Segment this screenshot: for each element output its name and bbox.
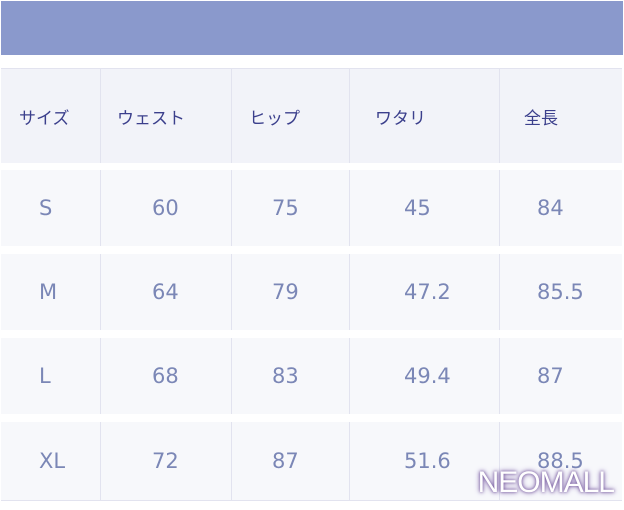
cell-length: 84 [537, 196, 564, 220]
cell-thigh: 51.6 [350, 422, 500, 500]
header-length: 全長 [524, 108, 558, 129]
cell-hip: 79 [232, 254, 350, 330]
cell-waist: 60 [101, 170, 232, 246]
cell-hip: 83 [232, 338, 350, 414]
cell-length: 85.5 [537, 280, 584, 304]
watermark-logo: NEOMALL [477, 466, 615, 499]
header-waist: ウェスト [101, 69, 232, 163]
header-hip: ヒップ [232, 69, 350, 163]
header-thigh: ワタリ [350, 69, 500, 163]
table-row: M 64 79 47.2 85.5 [1, 254, 622, 330]
cell-hip: 75 [232, 170, 350, 246]
size-table: サイズ ウェスト ヒップ ワタリ 全長 S 60 75 45 84 M 64 7… [1, 68, 622, 501]
header-size: サイズ [1, 69, 101, 163]
cell-hip: 87 [232, 422, 350, 500]
cell-size: L [1, 338, 101, 414]
table-row: L 68 83 49.4 87 [1, 338, 622, 414]
cell-thigh: 47.2 [350, 254, 500, 330]
cell-waist: 72 [101, 422, 232, 500]
cell-length: 87 [537, 364, 564, 388]
cell-thigh: 45 [350, 170, 500, 246]
table-row: XL 72 87 51.6 88.5 [1, 422, 622, 500]
table-row: S 60 75 45 84 [1, 170, 622, 246]
cell-waist: 68 [101, 338, 232, 414]
cell-size: M [1, 254, 101, 330]
cell-size: S [1, 170, 101, 246]
cell-length: 88.5 [537, 449, 584, 473]
header-row: サイズ ウェスト ヒップ ワタリ 全長 [1, 69, 622, 163]
cell-size: XL [1, 422, 101, 500]
title-band [1, 1, 623, 55]
cell-waist: 64 [101, 254, 232, 330]
cell-thigh: 49.4 [350, 338, 500, 414]
